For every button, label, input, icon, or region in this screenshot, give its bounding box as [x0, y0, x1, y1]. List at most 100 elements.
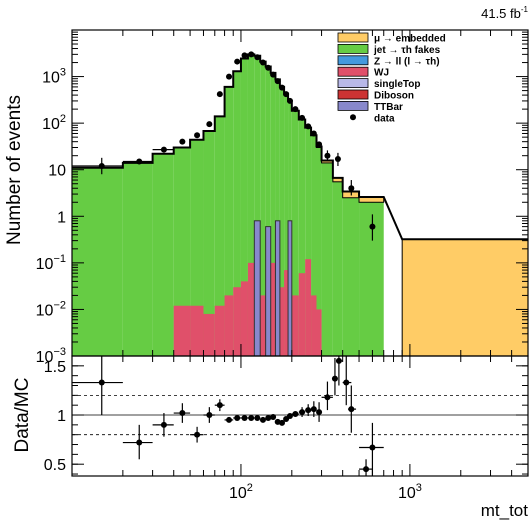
- bar-wj: [270, 262, 276, 356]
- data-point: [369, 223, 376, 230]
- ratio-point: [292, 411, 299, 418]
- legend-label-ztautau: Z → ll (l → τh): [374, 56, 440, 67]
- data-point: [226, 73, 233, 80]
- data-point: [299, 114, 306, 121]
- ratio-point: [259, 416, 266, 423]
- legend-label-jet_fakes: jet → τh fakes: [373, 45, 441, 56]
- stack-bars: [72, 54, 529, 357]
- bar-wj: [311, 295, 317, 356]
- data-point: [270, 71, 277, 78]
- bar-wj: [240, 281, 248, 356]
- data-points: [72, 51, 376, 241]
- legend-swatch-diboson: [337, 89, 369, 100]
- y-tick-label: 10−1: [36, 253, 66, 273]
- data-point: [305, 123, 312, 130]
- data-point: [279, 84, 286, 91]
- bar-jet-fakes: [224, 86, 234, 356]
- data-point: [274, 78, 281, 85]
- ratio-point: [331, 375, 338, 382]
- legend-swatch-wj: [337, 66, 369, 77]
- y-tick-label: 103: [42, 67, 66, 87]
- data-point: [265, 64, 272, 71]
- bar-wj: [173, 305, 191, 356]
- legend-swatch-mu_embedded: [337, 32, 369, 43]
- ratio-point: [194, 431, 201, 438]
- data-point: [286, 97, 293, 104]
- data-point: [248, 51, 255, 58]
- data-point: [160, 146, 167, 153]
- bar-jet-fakes: [214, 116, 225, 356]
- ratio-point: [310, 406, 317, 413]
- data-point: [98, 163, 105, 170]
- bar-jet-fakes: [203, 130, 215, 356]
- bar-jet-fakes: [247, 54, 255, 357]
- bar-jet-fakes: [305, 127, 312, 356]
- legend-label-data: data: [374, 113, 395, 124]
- bar-wj: [260, 295, 266, 356]
- bar-jet-fakes: [316, 147, 322, 356]
- ratio-point: [226, 416, 233, 423]
- bar-jet-fakes: [122, 162, 153, 356]
- y-tick-label: 10−3: [36, 346, 66, 366]
- data-point: [241, 52, 248, 59]
- ratio-frame: [71, 355, 529, 477]
- bar-ttbar: [274, 220, 281, 357]
- ratio-point: [216, 402, 223, 409]
- bar-wj: [291, 295, 299, 356]
- x-tick-label: 103: [398, 482, 422, 502]
- x-tick-label: 102: [229, 482, 253, 502]
- legend-swatch-ztautau: [337, 55, 369, 66]
- data-point: [216, 91, 223, 98]
- bar-jet-fakes: [254, 55, 261, 356]
- ratio-axes: 0.5 1 1.5 102 103: [44, 355, 529, 502]
- bar-jet-fakes: [291, 110, 299, 356]
- legend-marker-data: [350, 114, 356, 121]
- bar-jet-fakes: [321, 162, 333, 356]
- data-point: [324, 152, 331, 159]
- bar-ttbar: [253, 220, 261, 357]
- ratio-point: [136, 439, 143, 446]
- bar-jet-fakes: [173, 147, 191, 356]
- data-point: [254, 54, 261, 61]
- bar-jet-fakes: [311, 135, 317, 356]
- data-point: [179, 138, 186, 145]
- y-tick-label: 1: [57, 209, 66, 226]
- legend-label-wj: WJ: [374, 68, 389, 79]
- bar-jet-fakes: [332, 181, 343, 356]
- ratio-y-tick-label: 1: [57, 408, 66, 425]
- ratio-point: [363, 466, 370, 473]
- y-axis-label: Number of events: [4, 95, 25, 245]
- bar-wj: [316, 309, 322, 356]
- data-point: [334, 155, 341, 162]
- legend-label-diboson: Diboson: [374, 91, 414, 102]
- ratio-point: [343, 379, 350, 386]
- ratio-y-tick-label: 1.5: [44, 359, 66, 376]
- bar-wj: [279, 287, 285, 356]
- data-point: [194, 132, 201, 139]
- data-point: [259, 59, 266, 66]
- ratio-panel: 0.5 1 1.5 102 103 Data/MC mt_tot: [12, 355, 529, 520]
- bar-jet-fakes: [275, 79, 280, 357]
- bar-jet-fakes: [342, 197, 360, 356]
- bar-ttbar: [265, 226, 272, 357]
- bar-wj: [298, 273, 306, 356]
- bar-mu-embedded: [401, 238, 529, 357]
- legend-label-mu_embedded: μ → embedded: [374, 34, 446, 45]
- bar-jet-fakes: [265, 66, 271, 356]
- bar-wj: [284, 270, 289, 356]
- ratio-point: [265, 414, 272, 421]
- bar-jet-fakes: [279, 86, 285, 356]
- bar-wj: [233, 287, 241, 356]
- bar-jet-fakes: [233, 71, 241, 356]
- ratio-points: [72, 356, 384, 476]
- y-tick-label: 102: [42, 113, 66, 133]
- bar-jet-fakes: [298, 119, 306, 356]
- ratio-point: [179, 410, 186, 417]
- data-point: [316, 141, 323, 148]
- ratio-point: [279, 419, 286, 426]
- legend-label-singletop: singleTop: [374, 79, 420, 90]
- ratio-point: [98, 379, 105, 386]
